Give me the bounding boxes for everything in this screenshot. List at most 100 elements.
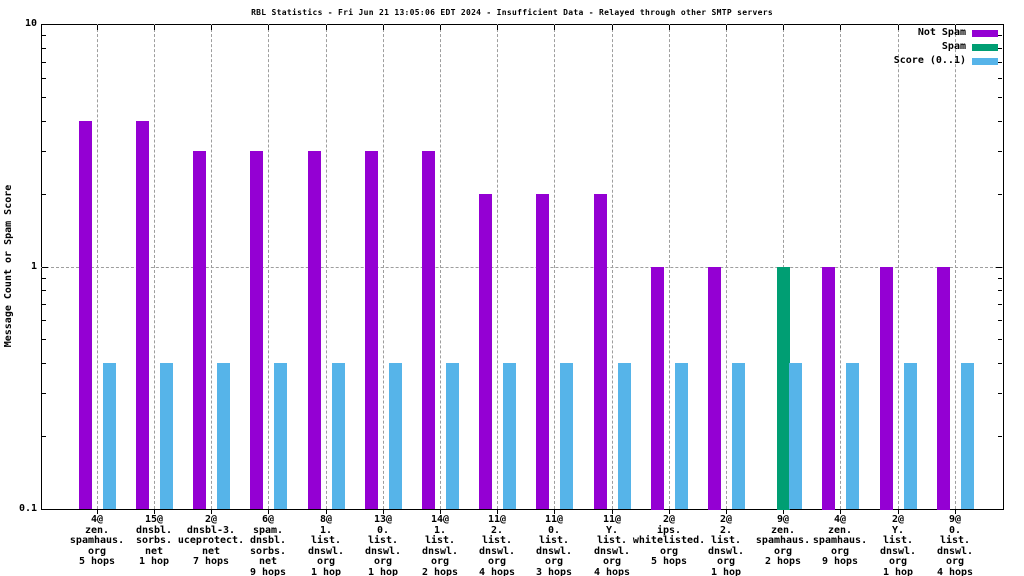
bar-not-spam-5 bbox=[365, 151, 378, 509]
y-minor-tick-left bbox=[42, 194, 46, 195]
vertical-gridline bbox=[783, 24, 785, 509]
legend-swatch-score bbox=[972, 57, 998, 65]
x-tick-bottom bbox=[383, 509, 384, 514]
bar-score-0-1--4 bbox=[332, 363, 345, 509]
x-category-label: 2@ dnsbl-3. uceprotect. net 7 hops bbox=[168, 514, 254, 568]
y-minor-tick-right bbox=[998, 278, 1002, 279]
x-tick-label-line: 5 hops bbox=[78, 556, 116, 567]
x-tick-label-line: spamhaus. bbox=[69, 535, 125, 546]
x-tick-bottom bbox=[326, 509, 327, 514]
x-tick-label-line: Y. bbox=[891, 524, 905, 536]
bar-not-spam-0 bbox=[79, 121, 92, 509]
x-tick-bottom bbox=[840, 509, 841, 514]
x-category-label: 9@ zen. spamhaus. org 2 hops bbox=[740, 514, 826, 568]
y-minor-tick-left bbox=[42, 78, 46, 79]
x-tick-bottom bbox=[955, 509, 956, 514]
legend: Not Spam Spam Score (0..1) bbox=[894, 26, 998, 68]
bar-not-spam-14 bbox=[880, 267, 893, 510]
y-minor-tick-left bbox=[42, 290, 46, 291]
bar-score-0-1--11 bbox=[732, 363, 745, 509]
bar-not-spam-13 bbox=[822, 267, 835, 510]
x-tick-label-line: 4@ bbox=[833, 514, 847, 525]
x-tick-label-line: 9@ bbox=[948, 514, 962, 525]
x-tick-label-line: 1. bbox=[433, 524, 447, 536]
x-tick-label-line: 9 hops bbox=[249, 566, 287, 576]
bar-not-spam-2 bbox=[193, 151, 206, 509]
y-minor-tick-left bbox=[42, 62, 46, 63]
bar-not-spam-11 bbox=[708, 267, 721, 510]
vertical-gridline bbox=[725, 24, 727, 509]
x-tick-top bbox=[440, 25, 441, 30]
x-tick-top bbox=[955, 25, 956, 30]
x-tick-label-line: list. bbox=[424, 535, 456, 546]
x-category-label: 14@ 1. list. dnswl. org 2 hops bbox=[397, 514, 483, 576]
x-tick-label-line: 11@ bbox=[544, 514, 564, 525]
x-category-label: 11@ 2. list. dnswl. org 4 hops bbox=[454, 514, 540, 576]
bar-score-0-1--14 bbox=[904, 363, 917, 509]
x-tick-label-line: 1 hop bbox=[882, 566, 914, 576]
bar-score-0-1--15 bbox=[961, 363, 974, 509]
x-category-label: 11@ 0. list. dnswl. org 3 hops bbox=[511, 514, 597, 576]
x-tick-label-line: list. bbox=[882, 535, 914, 546]
y-major-tick-left bbox=[42, 267, 48, 268]
x-tick-label-line: 2@ bbox=[891, 514, 905, 525]
horizontal-gridline bbox=[41, 267, 1003, 268]
y-minor-tick-left bbox=[42, 320, 46, 321]
bar-not-spam-10 bbox=[651, 267, 664, 510]
x-tick-bottom bbox=[211, 509, 212, 514]
y-minor-tick-right bbox=[998, 290, 1002, 291]
bar-score-0-1--10 bbox=[675, 363, 688, 509]
x-category-label: 2@ ips. whitelisted. org 5 hops bbox=[626, 514, 712, 568]
x-tick-top bbox=[840, 25, 841, 30]
x-tick-top bbox=[898, 25, 899, 30]
x-tick-label-line: zen. bbox=[827, 524, 853, 536]
x-tick-label-line: org bbox=[544, 556, 564, 567]
x-tick-label-line: 2. bbox=[490, 524, 504, 536]
x-tick-label-line: 8@ bbox=[319, 514, 333, 525]
x-tick-top bbox=[497, 25, 498, 30]
y-minor-tick-right bbox=[998, 339, 1002, 340]
x-tick-label-line: list. bbox=[481, 535, 513, 546]
x-tick-label-line: org bbox=[87, 545, 107, 557]
x-tick-label-line: list. bbox=[367, 535, 399, 546]
y-minor-tick-right bbox=[998, 151, 1002, 152]
x-tick-label-line: 1 hop bbox=[138, 556, 170, 567]
x-tick-label-line: org bbox=[602, 556, 622, 567]
x-tick-label-line: dnswl. bbox=[478, 545, 516, 557]
x-tick-label-line: 4@ bbox=[90, 514, 104, 525]
x-tick-label-line: org bbox=[316, 556, 336, 567]
x-tick-label-line: list. bbox=[596, 535, 628, 546]
y-major-tick-left bbox=[42, 24, 48, 25]
vertical-gridline bbox=[554, 24, 556, 509]
legend-label-spam: Spam bbox=[941, 41, 966, 52]
x-tick-label-line: 2@ bbox=[719, 514, 733, 525]
x-tick-label-line: 4 hops bbox=[478, 566, 516, 576]
x-tick-top bbox=[154, 25, 155, 30]
x-tick-label-line: 0. bbox=[948, 524, 962, 536]
vertical-gridline bbox=[954, 24, 956, 509]
legend-row-not-spam: Not Spam bbox=[894, 26, 998, 40]
x-tick-bottom bbox=[440, 509, 441, 514]
x-tick-label-line: 11@ bbox=[487, 514, 507, 525]
x-tick-label-line: 0. bbox=[376, 524, 390, 536]
x-tick-label-line: 6@ bbox=[261, 514, 275, 525]
y-minor-tick-left bbox=[42, 151, 46, 152]
x-tick-label-line: dnswl. bbox=[307, 545, 345, 557]
y-minor-tick-right bbox=[998, 304, 1002, 305]
x-tick-label-line: dnswl. bbox=[707, 545, 745, 557]
x-tick-label-line: 13@ bbox=[373, 514, 393, 525]
y-major-tick-left bbox=[42, 509, 48, 510]
bar-score-0-1--6 bbox=[446, 363, 459, 509]
bar-score-0-1--5 bbox=[389, 363, 402, 509]
bar-not-spam-3 bbox=[250, 151, 263, 509]
y-minor-tick-right bbox=[998, 436, 1002, 437]
x-tick-label-line: zen. bbox=[770, 524, 796, 536]
x-category-label: 15@ dnsbl. sorbs. net 1 hop bbox=[111, 514, 197, 568]
x-tick-bottom bbox=[268, 509, 269, 514]
y-major-tick-right bbox=[996, 24, 1002, 25]
x-tick-top bbox=[669, 25, 670, 30]
y-minor-tick-left bbox=[42, 393, 46, 394]
x-tick-top bbox=[783, 25, 784, 30]
legend-swatch-spam bbox=[972, 43, 998, 51]
